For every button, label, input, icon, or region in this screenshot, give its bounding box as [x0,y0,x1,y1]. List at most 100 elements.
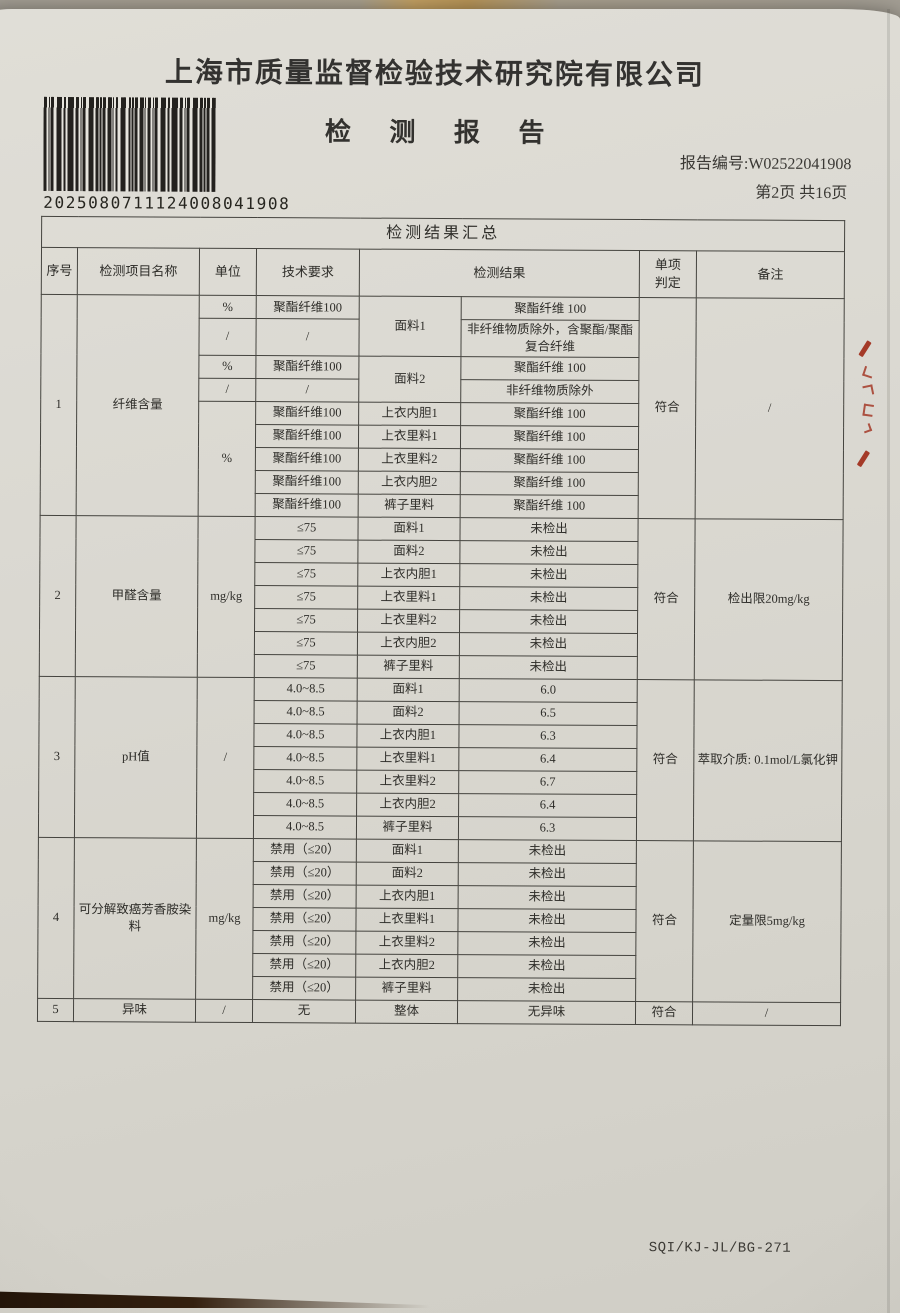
cell-sample: 裤子里料 [355,976,458,1001]
cell-sample: 上衣里料2 [358,447,461,472]
cell-result: 聚酯纤维 100 [460,402,639,427]
seal-glyph-fragment-icon [861,423,873,434]
cell-remark: 定量限5mg/kg [692,840,842,1003]
table-row: 3 pH值/4.0~8.5 面料1 6.0 符合 萃取介质: 0.1mol/L氯化钾 [38,676,843,842]
cell-sample: 上衣内胆1 [356,884,459,909]
cell-requirement: 4.0~8.5 [254,677,358,701]
cell-result: 未检出 [457,954,636,979]
cell-result: 6.3 [458,724,638,749]
cell-requirement: 4.0~8.5 [253,769,357,793]
table-header-row: 序号 检测项目名称 单位 技术要求 检测结果 单项判定 备注 [41,247,845,299]
cell-sample: 裤子里料 [356,815,459,840]
cell-item-name: 纤维含量 [76,294,200,516]
cell-requirement: / [255,318,360,356]
cell-seq: 5 [37,998,74,1022]
cell-requirement: 聚酯纤维100 [255,355,359,379]
cell-requirement: ≤75 [254,539,358,563]
cell-sample: 上衣内胆2 [355,953,458,978]
results-tbody: 1 纤维含量% 聚酯纤维100 面料1 聚酯纤维 100 符合 / / / 非纤维物质除外，含聚酯… [37,294,845,1026]
cell-unit: mg/kg [197,515,256,678]
seal-stroke-icon [858,340,872,358]
cell-requirement: 聚酯纤维100 [255,447,359,471]
cell-sample: 面料1 [357,516,461,541]
cell-item-name: pH值 [74,676,198,838]
cell-sample: 上衣里料2 [357,608,460,633]
cell-sample: 面料1 [356,838,459,863]
cell-result: 6.3 [458,816,637,841]
red-seal-fragment [856,340,875,468]
col-header-verdict: 单项判定 [639,250,697,298]
cell-sample: 上衣内胆2 [356,792,459,817]
table-row: 2 甲醛含量 mg/kg ≤75 面料1 未检出 符合 检出限20mg/kg [39,515,844,681]
cell-result: 无异味 [457,1000,636,1025]
cell-sample: 整体 [355,999,458,1024]
cell-sample: 上衣内胆2 [357,631,460,656]
cell-result: 未检出 [458,839,637,864]
cell-requirement: ≤75 [254,516,359,540]
col-header-seq: 序号 [41,247,78,295]
cell-requirement: 聚酯纤维100 [255,401,359,425]
cell-sample: 上衣里料1 [358,424,461,449]
cell-sample: 上衣内胆1 [356,723,460,748]
document-code: SQI/KJ-JL/BG-271 [648,1240,792,1257]
cell-sample: 上衣内胆2 [358,470,461,495]
cell-requirement: 禁用（≤20） [252,907,357,931]
cell-sample: 上衣里料1 [355,907,459,932]
cell-verdict: 符合 [636,679,695,841]
cell-result: 未检出 [459,586,638,611]
cell-result: 6.4 [458,747,637,772]
cell-sample: 上衣内胆1 [358,401,461,426]
table-title: 检测结果汇总 [41,216,845,252]
cell-result: 聚酯纤维 100 [460,471,639,496]
cell-sample: 面料2 [357,700,460,725]
cell-unit: / [196,676,255,839]
cell-sample: 面料2 [358,355,461,403]
table-title-row: 检测结果汇总 [41,216,845,252]
cell-unit: / [198,377,256,402]
barcode-number: 2025080711124008041908 [43,192,291,214]
table-row: 5 异味 / 无整体 无异味 符合 / [37,998,841,1026]
cell-seq: 1 [40,294,78,516]
cell-item-name: 甲醛含量 [75,515,199,677]
cell-result: 未检出 [459,563,638,588]
cell-result: 未检出 [457,977,636,1002]
cell-result: 聚酯纤维 100 [461,296,640,321]
cell-requirement: 禁用（≤20） [253,838,357,862]
cell-requirement: 4.0~8.5 [253,723,358,747]
cell-result: 未检出 [459,540,638,565]
cell-result: 未检出 [459,632,638,657]
seal-glyph-fragment-icon [862,365,875,379]
cell-sample: 面料2 [357,539,460,564]
cell-result: 未检出 [459,609,638,634]
cell-seq: 2 [39,515,77,677]
cell-sample: 上衣里料2 [355,930,458,955]
cell-requirement: 禁用（≤20） [252,953,356,977]
cell-verdict: 符合 [638,297,697,519]
cell-result: 聚酯纤维 100 [460,356,639,381]
col-header-requirement: 技术要求 [256,248,360,297]
cell-result: 非纤维物质除外 [460,379,639,404]
seal-glyph-fragment-icon [862,384,875,397]
cell-result: 聚酯纤维 100 [460,425,639,450]
cell-unit: / [195,998,253,1023]
cell-seq: 4 [37,837,75,999]
cell-sample: 裤子里料 [358,493,461,518]
cell-requirement: ≤75 [254,585,358,609]
cell-sample: 面料1 [357,677,460,702]
barcode-icon [43,96,216,192]
col-header-item: 检测项目名称 [77,247,200,296]
cell-verdict: 符合 [635,1001,693,1025]
cell-requirement: 禁用（≤20） [253,861,357,885]
cell-requirement: 禁用（≤20） [252,930,356,954]
cell-item-name: 异味 [73,998,196,1022]
cell-result: 聚酯纤维 100 [460,448,639,473]
report-number: 报告编号:W02522041908 [679,155,852,174]
cell-sample: 上衣里料1 [357,585,460,610]
seal-glyph-fragment-icon [862,403,874,417]
cell-requirement: ≤75 [254,654,358,678]
cell-requirement: 聚酯纤维100 [255,493,359,517]
company-name: 上海市质量监督检验技术研究院有限公司 [164,57,706,92]
cell-sample: 上衣内胆1 [357,562,460,587]
